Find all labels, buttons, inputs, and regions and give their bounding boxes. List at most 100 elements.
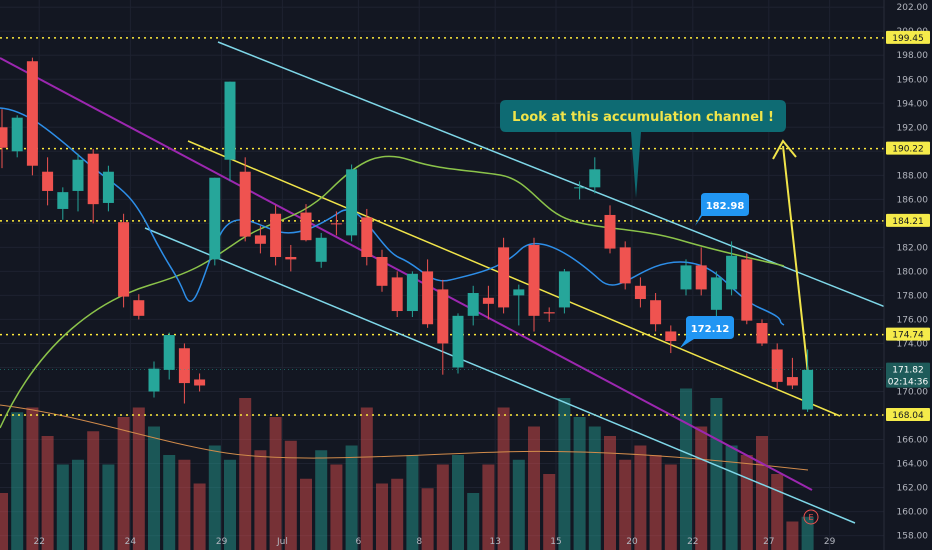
volume-bar xyxy=(528,426,540,550)
volume-bar xyxy=(163,455,176,550)
price-axis-bg xyxy=(884,0,932,550)
level-badge-text: 199.45 xyxy=(892,34,924,44)
candle-body xyxy=(300,212,312,241)
candle-body xyxy=(163,335,175,370)
candle-body xyxy=(498,247,510,308)
volume-bar xyxy=(284,440,297,550)
volume-moving-average xyxy=(0,404,809,471)
callout-main[interactable]: Look at this accumulation channel ! xyxy=(500,100,786,198)
candle-body xyxy=(528,244,540,316)
volume-bar xyxy=(543,474,556,550)
time-tick-label: 15 xyxy=(550,537,561,547)
price-axis[interactable]: 202.00200.00198.00196.00194.00192.00190.… xyxy=(883,0,932,550)
candle-body xyxy=(756,323,768,344)
candle-body xyxy=(239,171,251,237)
price-tick-label: 174.00 xyxy=(897,339,929,349)
candle-body xyxy=(285,256,297,260)
volume-bar xyxy=(695,426,708,550)
candle-body xyxy=(72,159,84,191)
current-price-badge xyxy=(886,362,930,388)
price-badges: 199.45 190.22 184.21 174.74 168.04 171.82 02:1… xyxy=(0,30,930,422)
volume-bar xyxy=(376,483,388,550)
callout-main-bubble xyxy=(500,100,786,198)
candle-body xyxy=(346,169,358,236)
candle-body xyxy=(710,277,722,310)
volume-bar xyxy=(300,478,312,550)
price-tick-label: 202.00 xyxy=(897,3,929,13)
time-tick-label: Jul xyxy=(276,537,288,547)
candle-body xyxy=(695,265,707,290)
volume-bar xyxy=(452,455,464,550)
price-tick-label: 180.00 xyxy=(897,267,929,277)
time-tick-label: 29 xyxy=(824,537,836,547)
price-tick-label: 162.00 xyxy=(897,484,929,494)
volume-bar xyxy=(512,459,525,550)
candlesticks xyxy=(0,57,814,412)
candle-body xyxy=(87,153,99,205)
callout-high[interactable]: 182.98 xyxy=(695,193,749,226)
price-tick-label: 198.00 xyxy=(897,51,929,61)
candle-body xyxy=(315,237,327,262)
volume-bar xyxy=(117,417,130,550)
price-tick-label: 164.00 xyxy=(897,460,929,470)
price-tick-label: 176.00 xyxy=(897,315,929,325)
volume-bar xyxy=(102,464,115,550)
yellow-channel-line xyxy=(187,140,841,417)
volume-bar xyxy=(56,464,69,550)
volume-bar xyxy=(649,455,662,550)
volume-bar xyxy=(634,445,647,550)
candle-body xyxy=(57,192,69,209)
time-tick-label: 8 xyxy=(416,537,422,547)
volume-bar xyxy=(619,459,632,550)
candle-body xyxy=(26,61,38,166)
level-badge-text: 168.04 xyxy=(892,411,924,421)
volume-bar xyxy=(72,459,84,550)
candle-body xyxy=(680,265,692,290)
volume-bar xyxy=(725,445,738,550)
candle-body xyxy=(209,177,221,260)
candle-body xyxy=(741,259,753,321)
event-marker[interactable]: E xyxy=(803,509,819,525)
price-tick-label: 158.00 xyxy=(897,532,929,542)
volume-bar xyxy=(132,407,145,550)
level-badge xyxy=(886,327,930,341)
time-axis[interactable]: 22 24 29 Jul 6 8 13 15 20 22 27 29 xyxy=(33,537,835,547)
level-badge-text: 174.74 xyxy=(892,331,924,341)
time-tick-label: 20 xyxy=(626,537,638,547)
candle-body xyxy=(254,235,266,244)
time-tick-label: 27 xyxy=(763,537,774,547)
callout-main-text: Look at this accumulation channel ! xyxy=(512,110,774,125)
level-badge-text: 184.21 xyxy=(892,217,924,227)
volume-bar xyxy=(391,478,404,550)
callout-low-text: 172.12 xyxy=(691,324,730,335)
countdown-text: 02:14:36 xyxy=(888,378,929,388)
level-badge xyxy=(886,408,930,422)
sma-green-line xyxy=(0,155,785,429)
candle-body xyxy=(482,297,494,304)
level-badge xyxy=(886,213,930,227)
time-tick-label: 22 xyxy=(687,537,698,547)
arrow-shaft xyxy=(782,145,811,393)
price-tick-label: 192.00 xyxy=(897,123,929,133)
candle-body xyxy=(102,171,114,203)
volume-bar xyxy=(710,398,723,550)
volume-bar xyxy=(26,407,39,550)
volume-bar xyxy=(756,436,768,550)
candle-body xyxy=(194,379,206,386)
callout-low[interactable]: 172.12 xyxy=(680,316,734,348)
volume-bar xyxy=(87,431,100,550)
volume-bar xyxy=(330,464,343,550)
volume-bar xyxy=(421,488,434,550)
candle-body xyxy=(574,187,586,189)
candle-body xyxy=(543,312,555,314)
time-tick-label: 13 xyxy=(489,537,500,547)
callout-high-text: 182.98 xyxy=(706,201,745,212)
level-badge xyxy=(886,141,930,155)
price-tick-label: 186.00 xyxy=(897,195,929,205)
channel-lower-line xyxy=(144,227,856,524)
candle-body xyxy=(513,289,525,296)
volume-bar xyxy=(315,450,328,550)
candle-body xyxy=(178,348,190,384)
volume-bar xyxy=(558,398,571,550)
